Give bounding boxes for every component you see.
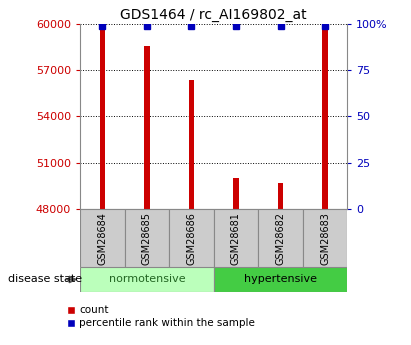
Text: GSM28681: GSM28681 [231,211,241,265]
FancyBboxPatch shape [214,209,258,267]
Text: hypertensive: hypertensive [244,275,317,284]
Text: GSM28684: GSM28684 [97,211,107,265]
FancyBboxPatch shape [125,209,169,267]
Text: disease state: disease state [8,275,82,284]
Legend: count, percentile rank within the sample: count, percentile rank within the sample [67,305,255,328]
FancyBboxPatch shape [258,209,303,267]
Bar [144,46,150,209]
FancyBboxPatch shape [303,209,347,267]
FancyBboxPatch shape [169,209,214,267]
Bar [233,178,239,209]
Text: GSM28685: GSM28685 [142,211,152,265]
FancyBboxPatch shape [80,209,125,267]
Text: GSM28682: GSM28682 [275,211,286,265]
Bar [100,29,105,209]
Bar [189,80,194,209]
Title: GDS1464 / rc_AI169802_at: GDS1464 / rc_AI169802_at [120,8,307,22]
Bar [80,267,214,292]
Text: GSM28683: GSM28683 [320,211,330,265]
Bar [214,267,347,292]
Text: GSM28686: GSM28686 [187,211,196,265]
Text: normotensive: normotensive [109,275,185,284]
Bar [278,183,283,209]
Bar [322,27,328,209]
